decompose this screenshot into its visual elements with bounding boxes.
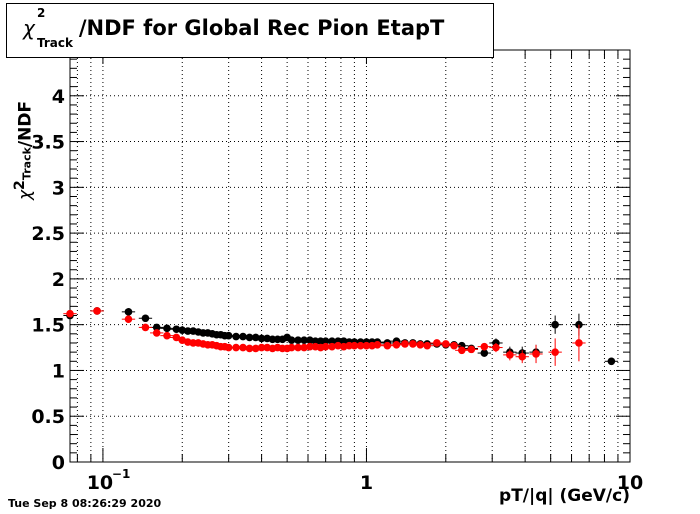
data-point [251, 333, 260, 342]
y-tick-label: 0.5 [31, 406, 65, 428]
data-point [532, 350, 540, 358]
y-tick-label: 2 [52, 269, 65, 291]
data-point [224, 331, 233, 340]
data-point [457, 346, 466, 355]
data-point [300, 343, 308, 352]
x-tick-label: 10 [87, 472, 113, 494]
data-point [518, 352, 527, 361]
data-point [409, 340, 417, 348]
data-point [433, 339, 441, 347]
y-axis-label-rest: /NDF [15, 100, 36, 148]
data-point [423, 341, 431, 350]
data-point [141, 314, 150, 323]
data-point [416, 341, 425, 349]
data-point [607, 357, 616, 366]
data-point [392, 341, 401, 349]
chart-ticks [70, 49, 631, 463]
data-point [141, 323, 150, 332]
data-point [480, 349, 489, 357]
data-point [401, 340, 409, 348]
y-tick-label: 3.5 [31, 132, 65, 154]
y-axis-label-superscript: 2 [12, 180, 28, 190]
y-axis-label-subscript: Track [20, 147, 34, 181]
series-1 [63, 307, 586, 366]
timestamp: Tue Sep 8 08:26:29 2020 [8, 497, 162, 510]
data-point [551, 320, 559, 329]
data-point [178, 326, 187, 334]
y-tick-label: 1.5 [31, 315, 65, 337]
y-tick-label: 3 [52, 177, 65, 199]
data-point [163, 324, 171, 333]
y-axis-label-symbol: χ [15, 189, 36, 200]
chart-marks [63, 307, 619, 366]
data-point [251, 344, 260, 353]
chart-title: χ 2 Track/NDF for Global Rec Pion EtapT [23, 6, 445, 50]
data-point [152, 329, 161, 337]
y-tick-label: 0 [52, 452, 65, 474]
data-point [66, 309, 74, 318]
data-point [480, 342, 489, 351]
data-point [328, 342, 336, 351]
data-point [239, 343, 247, 352]
title-chi-symbol: χ [23, 16, 35, 40]
title-text: /NDF for Global Rec Pion EtapT [78, 16, 445, 40]
y-axis-label: χ2Track/NDF [12, 101, 36, 200]
data-point [172, 333, 181, 342]
data-point [224, 343, 233, 352]
data-point [163, 331, 171, 340]
x-axis-label: pT/|q| (GeV/c) [499, 486, 630, 506]
title-subscript: Track [37, 36, 73, 50]
y-tick-label: 2.5 [31, 223, 65, 245]
data-point [232, 343, 240, 352]
data-point [467, 345, 476, 354]
chart-grid [70, 50, 631, 463]
data-point [441, 340, 450, 348]
chart-frame [69, 49, 631, 463]
x-tick-label: 10 [617, 472, 643, 494]
x-tick-label: 1 [360, 472, 373, 494]
data-point [551, 348, 559, 356]
chart-title-box: χ 2 Track/NDF for Global Rec Pion EtapT [6, 3, 494, 58]
data-point [334, 341, 342, 350]
data-point [152, 323, 161, 332]
title-superscript: 2 [37, 6, 46, 20]
data-point [506, 351, 514, 359]
data-point [575, 339, 583, 347]
data-point [124, 308, 133, 316]
data-point [93, 307, 101, 315]
data-point [492, 343, 500, 352]
data-point [239, 332, 247, 341]
data-point [124, 315, 133, 323]
y-tick-label: 1 [52, 360, 65, 382]
y-tick-label: 4 [52, 86, 65, 108]
x-tick-label-exponent: −1 [112, 467, 130, 481]
data-point [232, 332, 240, 341]
data-point [373, 341, 382, 349]
plot-frame [69, 49, 631, 463]
data-point [450, 341, 458, 350]
data-point [172, 325, 181, 334]
data-point [383, 341, 392, 350]
